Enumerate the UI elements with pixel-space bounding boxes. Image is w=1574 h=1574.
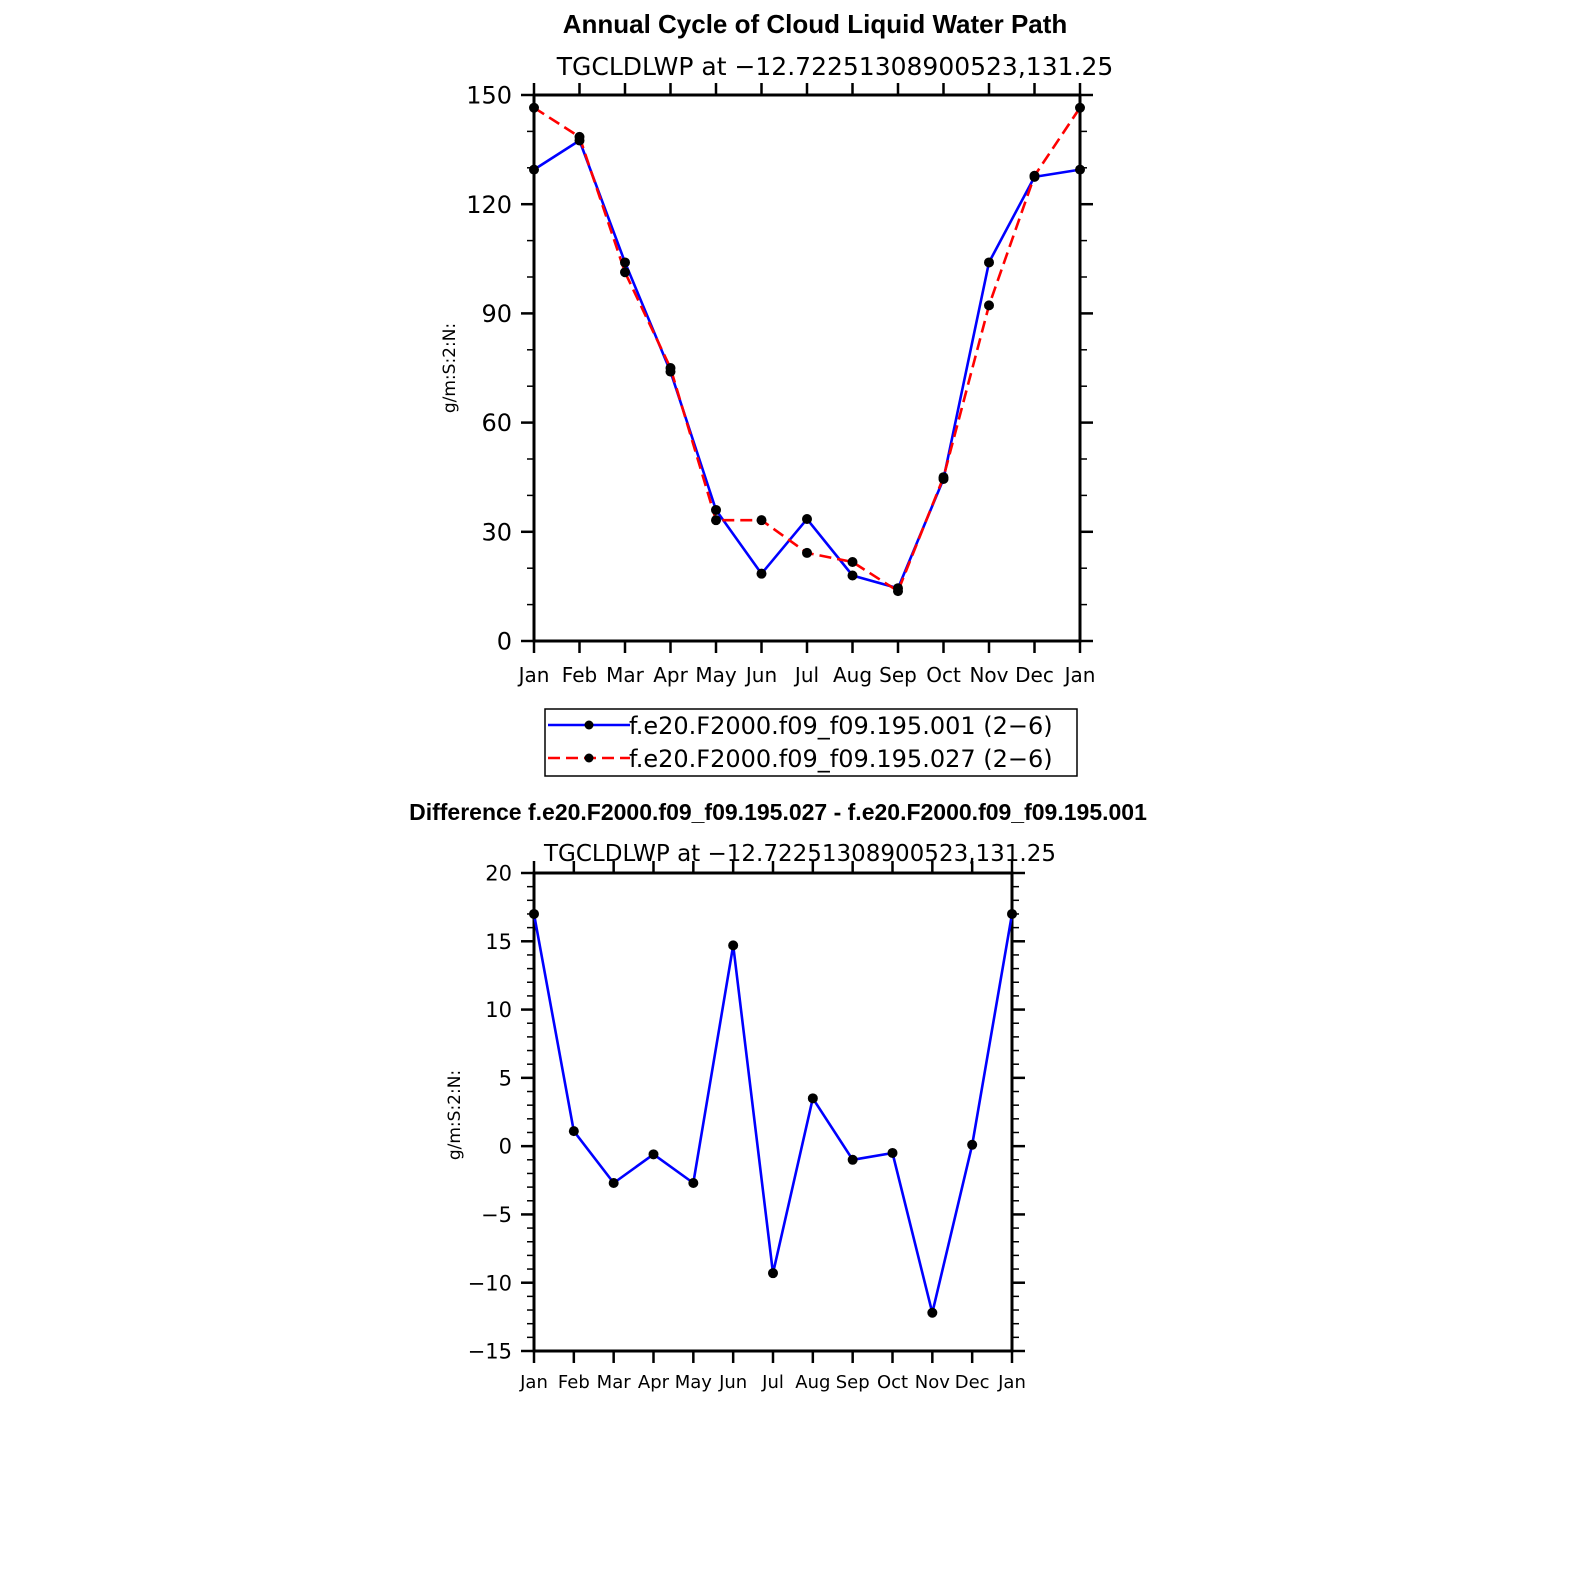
x-tick-label: Sep xyxy=(879,663,917,687)
data-point-series-1 xyxy=(984,257,994,268)
data-point-series-1 xyxy=(568,1126,579,1137)
y-tick-label: 15 xyxy=(485,930,512,954)
difference-panel: Difference f.e20.F2000.f09_f09.195.027 -… xyxy=(409,799,1147,1393)
y-tick-label: 10 xyxy=(485,998,512,1022)
data-point-series-2 xyxy=(711,515,721,526)
x-tick-label: Mar xyxy=(597,1372,632,1393)
x-tick-label: Jul xyxy=(793,663,819,687)
y-tick-label: −10 xyxy=(468,1271,512,1295)
y-tick-label: 0 xyxy=(499,1135,512,1159)
x-tick-label: Jan xyxy=(997,1372,1026,1393)
y-tick-label: 90 xyxy=(481,300,512,328)
chart-title: Annual Cycle of Cloud Liquid Water Path xyxy=(563,9,1068,39)
y-tick-label: 5 xyxy=(499,1066,512,1090)
x-tick-label: Nov xyxy=(915,1372,950,1393)
data-point-series-1 xyxy=(688,1178,699,1189)
data-point-series-1 xyxy=(1075,164,1085,175)
legend-entry-series-1: f.e20.F2000.f09_f09.195.001 (2−6) xyxy=(548,712,1053,740)
x-tick-label: Oct xyxy=(877,1372,908,1393)
data-point-series-1 xyxy=(620,257,630,268)
data-point-series-1 xyxy=(847,1154,858,1165)
data-point-series-1 xyxy=(847,570,858,581)
x-tick-label: Jan xyxy=(517,663,550,687)
data-point-series-2 xyxy=(574,131,585,142)
x-tick-label: Jul xyxy=(761,1372,784,1393)
data-point-series-1 xyxy=(1007,908,1017,919)
data-point-series-2 xyxy=(665,363,676,373)
y-tick-label: −5 xyxy=(481,1203,512,1227)
data-point-series-1 xyxy=(728,940,739,951)
legend-label-series-2: f.e20.F2000.f09_f09.195.027 (2−6) xyxy=(629,745,1053,773)
y-tick-label: 20 xyxy=(485,862,512,886)
data-point-series-1 xyxy=(887,1147,898,1158)
legend-label-series-1: f.e20.F2000.f09_f09.195.001 (2−6) xyxy=(629,712,1053,740)
x-tick-label: May xyxy=(695,663,737,687)
annual-cycle-panel: Annual Cycle of Cloud Liquid Water Path … xyxy=(440,9,1114,777)
data-point-series-2 xyxy=(893,586,903,597)
x-tick-label: Feb xyxy=(558,1372,590,1393)
x-tick-label: Apr xyxy=(653,663,688,687)
legend-marker-series-1 xyxy=(584,720,594,730)
x-tick-label: Mar xyxy=(606,663,645,687)
chart-subtitle: TGCLDLWP at −12.72251308900523,131.25 xyxy=(556,52,1114,81)
y-axis-label: g/m:S:2:N: xyxy=(440,323,460,413)
data-point-series-1 xyxy=(529,908,539,919)
plot-frame xyxy=(532,93,1082,643)
x-tick-label: Jun xyxy=(718,1372,747,1393)
x-tick-label: Nov xyxy=(969,663,1008,687)
x-tick-label: Dec xyxy=(955,1372,990,1393)
x-tick-label: Sep xyxy=(836,1372,870,1393)
data-point-series-1 xyxy=(807,1093,818,1104)
y-tick-label: 120 xyxy=(466,191,512,219)
y-tick-label: 0 xyxy=(497,628,512,656)
difference-title: Difference f.e20.F2000.f09_f09.195.027 -… xyxy=(409,799,1147,825)
x-tick-label: Feb xyxy=(562,663,597,687)
data-point-series-1 xyxy=(927,1307,938,1318)
plot-area: −15 −10 −5 0 5 10 15 20 Jan Feb Mar Apr May Jun Jul Aug… xyxy=(468,861,1026,1393)
data-point-series-2 xyxy=(620,267,630,278)
data-point-series-2 xyxy=(1029,170,1040,181)
data-point-series-2 xyxy=(529,102,539,113)
x-tick-label: May xyxy=(675,1372,713,1393)
data-point-series-1 xyxy=(768,1268,778,1279)
data-point-series-2 xyxy=(984,300,994,311)
legend-box xyxy=(544,708,1078,777)
data-point-series-1 xyxy=(648,1149,659,1160)
y-tick-label: −15 xyxy=(468,1340,512,1364)
y-axis-label: g/m:S:2:N: xyxy=(445,1070,465,1160)
data-point-series-1 xyxy=(756,568,767,579)
data-point-series-1 xyxy=(967,1139,978,1150)
data-point-series-1 xyxy=(802,514,812,525)
legend-marker-series-2 xyxy=(584,753,594,763)
plot-area: 0 30 60 90 120 150 Jan Feb Mar Apr May Jun Jul Aug Sep… xyxy=(466,82,1095,687)
x-tick-label: Jan xyxy=(519,1372,548,1393)
y-tick-label: 60 xyxy=(481,409,512,437)
x-tick-label: Apr xyxy=(638,1372,670,1393)
data-point-series-2 xyxy=(802,547,812,558)
data-point-series-2 xyxy=(1075,102,1085,113)
series-line-1 xyxy=(532,913,1014,1315)
data-point-series-1 xyxy=(608,1178,619,1189)
data-point-series-1 xyxy=(529,164,539,175)
x-tick-label: Jun xyxy=(744,663,777,687)
difference-subtitle: TGCLDLWP at −12.72251308900523,131.25 xyxy=(543,841,1056,867)
y-tick-label: 150 xyxy=(466,82,512,110)
x-tick-label: Oct xyxy=(926,663,961,687)
legend-entry-series-2: f.e20.F2000.f09_f09.195.027 (2−6) xyxy=(548,745,1053,773)
x-tick-label: Aug xyxy=(833,663,872,687)
data-point-series-2 xyxy=(847,557,858,568)
data-point-series-2 xyxy=(756,515,767,526)
x-tick-label: Aug xyxy=(795,1372,830,1393)
legend: f.e20.F2000.f09_f09.195.001 (2−6) f.e20.… xyxy=(544,708,1078,777)
data-point-series-1 xyxy=(711,504,721,515)
y-tick-label: 30 xyxy=(481,518,512,546)
data-point-series-2 xyxy=(938,472,949,483)
x-tick-label: Jan xyxy=(1063,663,1096,687)
x-tick-label: Dec xyxy=(1015,663,1054,687)
